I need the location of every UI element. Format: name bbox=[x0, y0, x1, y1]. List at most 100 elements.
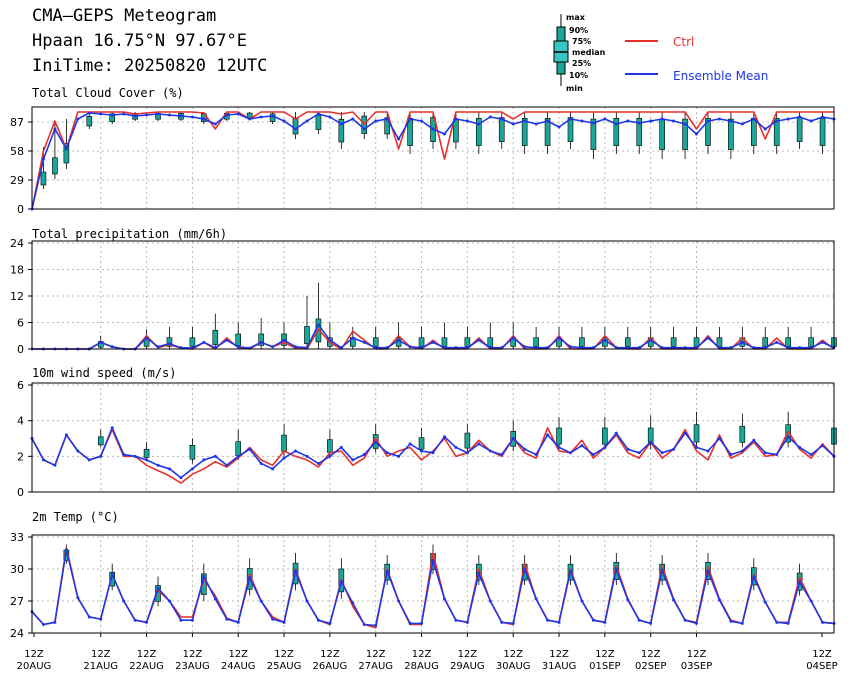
cloud-cover-box bbox=[590, 118, 597, 150]
precipitation-mean-point bbox=[523, 345, 527, 349]
cloud-cover-mean-point bbox=[798, 115, 802, 119]
cloud-cover-mean-point bbox=[511, 122, 515, 126]
wind-speed-mean-point bbox=[64, 433, 68, 437]
precipitation-mean-point bbox=[465, 346, 469, 350]
precipitation-mean-point bbox=[568, 345, 572, 349]
precipitation-ytick-label: 0 bbox=[17, 343, 24, 356]
precipitation-mean-point bbox=[282, 338, 286, 342]
temperature-mean-point bbox=[76, 596, 80, 600]
temperature-mean-point bbox=[637, 618, 641, 622]
legend-label-75: 75% bbox=[572, 37, 591, 46]
x-hour-label: 12Z bbox=[595, 649, 615, 660]
temperature-mean-point bbox=[167, 599, 171, 603]
wind-speed-box bbox=[189, 444, 196, 460]
cloud-cover-mean-point bbox=[557, 125, 561, 129]
temperature-ytick-label: 24 bbox=[10, 627, 24, 640]
x-date-label: 04SEP bbox=[806, 661, 837, 672]
x-date-label: 28AUG bbox=[404, 661, 439, 672]
precipitation-mean-point bbox=[225, 338, 229, 342]
temperature-mean-point bbox=[408, 621, 412, 625]
temperature-frame bbox=[31, 534, 835, 634]
wind-speed-box bbox=[739, 425, 746, 443]
wind-speed-mean-point bbox=[775, 453, 779, 457]
cloud-cover-mean-point bbox=[626, 119, 630, 123]
cloud-cover-mean-point bbox=[41, 157, 45, 161]
precipitation-mean-point bbox=[328, 338, 332, 342]
precipitation-mean-point bbox=[695, 346, 699, 350]
precipitation-box bbox=[304, 326, 310, 345]
precipitation-mean-point bbox=[821, 340, 825, 344]
precipitation-box bbox=[670, 337, 677, 347]
precipitation-mean-point bbox=[637, 346, 641, 350]
temperature-mean-point bbox=[557, 620, 561, 624]
wind-speed-mean-point bbox=[695, 445, 699, 449]
precipitation-mean-point bbox=[546, 346, 550, 350]
temperature-mean-point bbox=[672, 598, 676, 602]
x-date-label: 23AUG bbox=[175, 661, 210, 672]
cloud-cover-ytick-label: 0 bbox=[17, 203, 24, 216]
cloud-cover-mean-point bbox=[534, 122, 538, 126]
cloud-cover-box bbox=[246, 112, 253, 118]
init-time-label: IniTime: 20250820 12UTC bbox=[32, 56, 268, 76]
cloud-cover-mean-point bbox=[76, 117, 80, 121]
temperature-mean-point bbox=[282, 620, 286, 624]
temperature-mean-point bbox=[87, 615, 91, 619]
precipitation-mean-point bbox=[179, 346, 183, 350]
precipitation-mean-point bbox=[362, 340, 366, 344]
wind-speed-mean-point bbox=[591, 453, 595, 457]
temperature-mean-point bbox=[775, 620, 779, 624]
temperature-mean-point bbox=[477, 571, 481, 575]
temperature-mean-point bbox=[351, 601, 355, 605]
precipitation-mean-point bbox=[763, 346, 767, 350]
wind-speed-mean-point bbox=[316, 461, 320, 465]
wind-speed-ytick-label: 0 bbox=[17, 486, 24, 499]
header: CMA—GEPS Meteogram Hpaan 16.75°N 97.67°E… bbox=[0, 0, 860, 90]
wind-speed-box bbox=[556, 427, 562, 445]
cloud-cover-mean-point bbox=[99, 112, 103, 116]
cloud-cover-mean-point bbox=[660, 117, 664, 121]
precipitation-mean-point bbox=[591, 346, 595, 350]
wind-speed-mean-point bbox=[41, 458, 45, 462]
precipitation-mean-point bbox=[167, 342, 171, 346]
wind-speed-mean-point bbox=[87, 458, 91, 462]
temperature-mean-point bbox=[649, 621, 653, 625]
page-title: CMA—GEPS Meteogram bbox=[32, 6, 217, 26]
cloud-cover-mean-point bbox=[179, 114, 183, 118]
precipitation-title: Total precipitation (mm/6h) bbox=[32, 227, 227, 241]
wind-speed-box bbox=[602, 427, 608, 445]
cloud-cover-mean-point bbox=[202, 117, 206, 121]
wind-speed-ctrl-line bbox=[31, 426, 835, 484]
cloud-cover-mean-point bbox=[786, 117, 790, 121]
cloud-cover-mean-point bbox=[431, 127, 435, 131]
x-date-label: 27AUG bbox=[358, 661, 393, 672]
precipitation-mean-point bbox=[110, 345, 114, 349]
cloud-cover-mean-point bbox=[580, 119, 584, 123]
precipitation-box bbox=[716, 337, 723, 347]
precipitation-mean-point bbox=[156, 345, 160, 349]
cloud-cover-mean-point bbox=[271, 114, 275, 118]
cloud-cover-ytick-label: 87 bbox=[10, 116, 24, 129]
precipitation-ytick-label: 6 bbox=[17, 317, 24, 330]
precipitation-mean-point bbox=[305, 346, 309, 350]
legend-label-max: max bbox=[566, 13, 586, 22]
wind-speed-mean-point bbox=[442, 435, 446, 439]
wind-speed-mean-point bbox=[190, 467, 194, 471]
wind-speed-mean-point bbox=[385, 451, 389, 455]
cloud-cover-mean-point bbox=[717, 117, 721, 121]
x-hour-label: 12Z bbox=[412, 649, 432, 660]
cloud-cover-mean-point bbox=[122, 112, 126, 116]
wind-speed-mean-point bbox=[282, 456, 286, 460]
wind-speed-box bbox=[693, 424, 700, 443]
wind-speed-mean-point bbox=[821, 444, 825, 448]
temperature-mean-point bbox=[213, 597, 217, 601]
cloud-cover-mean-point bbox=[190, 115, 194, 119]
temperature-mean-point bbox=[202, 574, 206, 578]
legend-label-median: median bbox=[572, 48, 606, 57]
wind-speed-box bbox=[464, 432, 471, 449]
wind-speed-mean-point bbox=[99, 454, 103, 458]
temperature-mean-point bbox=[294, 569, 298, 573]
x-date-label: 22AUG bbox=[129, 661, 164, 672]
precipitation-mean-point bbox=[213, 346, 217, 350]
cloud-cover-mean-point bbox=[500, 117, 504, 121]
wind-speed-mean-point bbox=[477, 442, 481, 446]
